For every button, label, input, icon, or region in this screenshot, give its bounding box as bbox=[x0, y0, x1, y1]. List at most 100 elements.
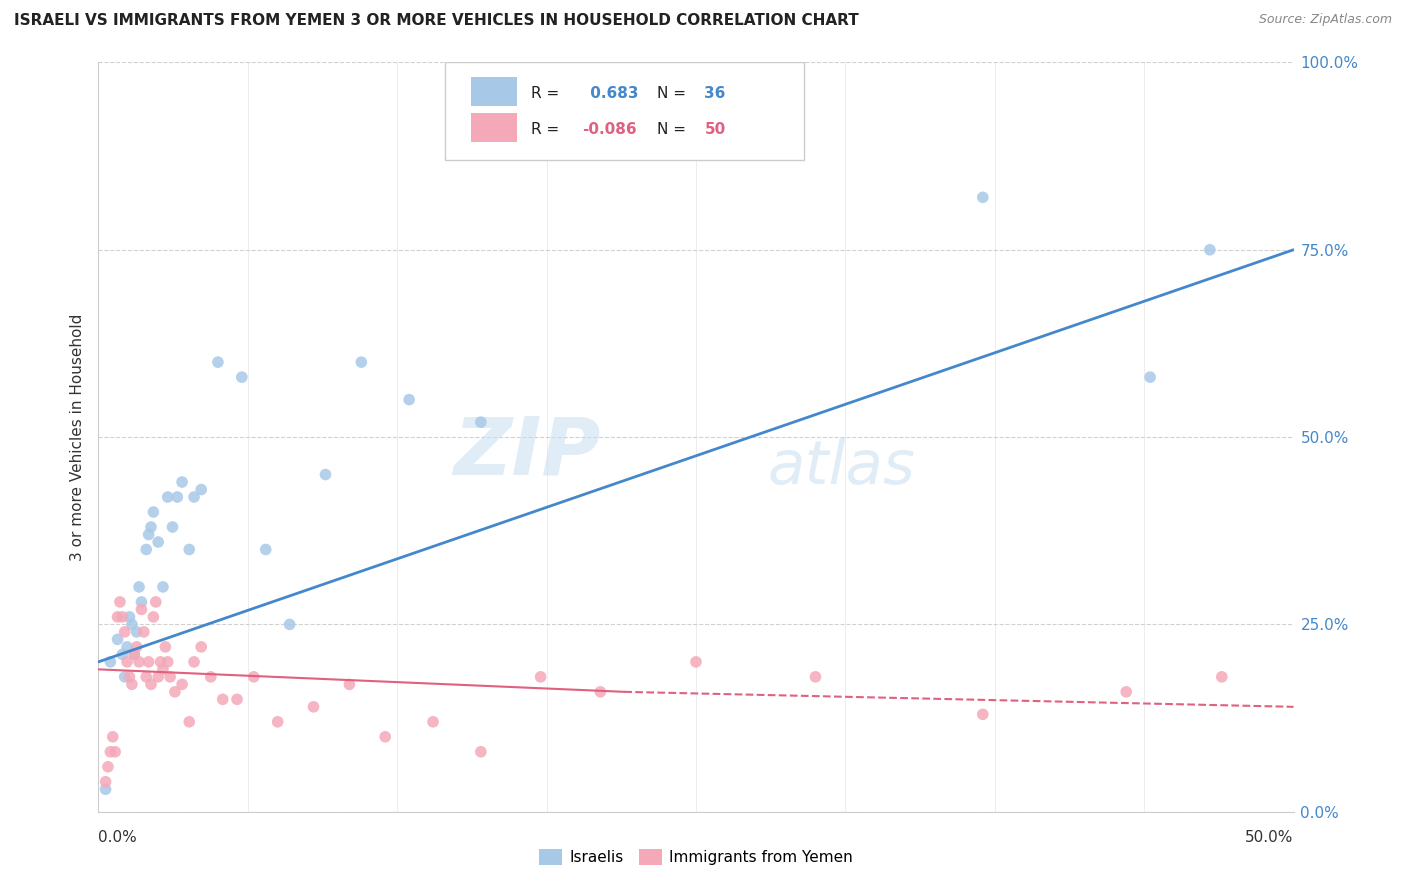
Y-axis label: 3 or more Vehicles in Household: 3 or more Vehicles in Household bbox=[69, 313, 84, 561]
Point bbox=[152, 580, 174, 594]
Point bbox=[135, 670, 157, 684]
Point bbox=[243, 670, 266, 684]
FancyBboxPatch shape bbox=[446, 62, 804, 160]
Text: 0.0%: 0.0% bbox=[98, 830, 138, 846]
Point bbox=[278, 617, 301, 632]
Text: N =: N = bbox=[657, 86, 690, 101]
Point bbox=[98, 655, 122, 669]
Point bbox=[804, 670, 827, 684]
Point bbox=[166, 490, 188, 504]
Point bbox=[121, 677, 143, 691]
Point bbox=[118, 610, 141, 624]
Text: 50: 50 bbox=[704, 121, 725, 136]
Point bbox=[190, 483, 212, 497]
Point bbox=[115, 655, 138, 669]
Point bbox=[108, 595, 131, 609]
Point bbox=[972, 190, 994, 204]
Point bbox=[470, 415, 492, 429]
Point bbox=[131, 595, 153, 609]
Point bbox=[1199, 243, 1222, 257]
Point bbox=[207, 355, 229, 369]
Point bbox=[118, 670, 141, 684]
Point bbox=[302, 699, 325, 714]
Text: atlas: atlas bbox=[768, 438, 915, 497]
Point bbox=[101, 730, 124, 744]
Point bbox=[107, 632, 129, 647]
Point bbox=[530, 670, 553, 684]
FancyBboxPatch shape bbox=[471, 78, 517, 106]
Point bbox=[972, 707, 994, 722]
Point bbox=[183, 490, 205, 504]
Point bbox=[156, 655, 179, 669]
Point bbox=[132, 624, 155, 639]
Point bbox=[159, 670, 181, 684]
Point bbox=[148, 670, 170, 684]
Point bbox=[114, 670, 136, 684]
Point bbox=[254, 542, 277, 557]
Point bbox=[125, 624, 148, 639]
Text: -0.086: -0.086 bbox=[582, 121, 637, 136]
Point bbox=[142, 505, 165, 519]
Text: ZIP: ZIP bbox=[453, 413, 600, 491]
Point bbox=[179, 714, 201, 729]
Point bbox=[267, 714, 290, 729]
Point bbox=[1115, 685, 1137, 699]
Point bbox=[200, 670, 222, 684]
Point bbox=[104, 745, 127, 759]
Point bbox=[179, 542, 201, 557]
Point bbox=[315, 467, 337, 482]
Point bbox=[94, 774, 117, 789]
Point bbox=[1139, 370, 1161, 384]
Point bbox=[139, 677, 162, 691]
Point bbox=[231, 370, 253, 384]
Point bbox=[114, 624, 136, 639]
Point bbox=[374, 730, 396, 744]
Text: N =: N = bbox=[657, 121, 690, 136]
Point bbox=[138, 527, 160, 541]
Point bbox=[1211, 670, 1233, 684]
Point bbox=[211, 692, 233, 706]
Point bbox=[172, 475, 194, 489]
Point bbox=[350, 355, 373, 369]
Point bbox=[111, 648, 134, 662]
Text: R =: R = bbox=[531, 86, 564, 101]
Text: ISRAELI VS IMMIGRANTS FROM YEMEN 3 OR MORE VEHICLES IN HOUSEHOLD CORRELATION CHA: ISRAELI VS IMMIGRANTS FROM YEMEN 3 OR MO… bbox=[14, 13, 859, 29]
Point bbox=[125, 640, 148, 654]
Point bbox=[589, 685, 612, 699]
Point bbox=[121, 617, 143, 632]
Point bbox=[139, 520, 162, 534]
Point bbox=[398, 392, 420, 407]
FancyBboxPatch shape bbox=[471, 113, 517, 142]
Point bbox=[149, 655, 172, 669]
Point bbox=[98, 745, 122, 759]
Point bbox=[131, 602, 153, 616]
Point bbox=[148, 535, 170, 549]
Point bbox=[128, 655, 150, 669]
Point bbox=[470, 745, 492, 759]
Point bbox=[422, 714, 444, 729]
Point bbox=[145, 595, 167, 609]
Text: R =: R = bbox=[531, 121, 564, 136]
Point bbox=[156, 490, 179, 504]
Point bbox=[135, 542, 157, 557]
Point bbox=[124, 648, 146, 662]
Point bbox=[124, 648, 146, 662]
Point bbox=[155, 640, 177, 654]
Point bbox=[97, 760, 120, 774]
Point bbox=[111, 610, 134, 624]
Point bbox=[115, 640, 138, 654]
Legend: Israelis, Immigrants from Yemen: Israelis, Immigrants from Yemen bbox=[533, 843, 859, 871]
Text: 36: 36 bbox=[704, 86, 725, 101]
Point bbox=[107, 610, 129, 624]
Point bbox=[152, 662, 174, 676]
Point bbox=[172, 677, 194, 691]
Text: 0.683: 0.683 bbox=[585, 86, 638, 101]
Point bbox=[163, 685, 186, 699]
Text: 50.0%: 50.0% bbox=[1246, 830, 1294, 846]
Point bbox=[138, 655, 160, 669]
Point bbox=[94, 782, 117, 797]
Point bbox=[128, 580, 150, 594]
Point bbox=[226, 692, 249, 706]
Point bbox=[339, 677, 361, 691]
Point bbox=[183, 655, 205, 669]
